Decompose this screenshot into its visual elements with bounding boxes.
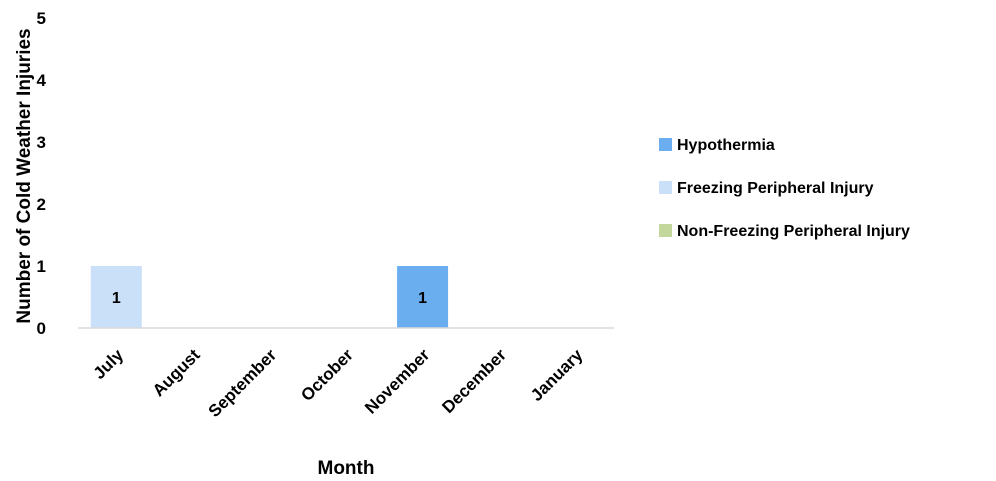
y-tick-label: 5 (37, 9, 46, 28)
y-tick-label: 3 (37, 133, 46, 152)
x-tick-label-october: October (297, 345, 357, 405)
legend-label: Hypothermia (677, 137, 775, 154)
y-axis-title: Number of Cold Weather Injuries (14, 28, 35, 323)
y-tick-label: 4 (37, 71, 47, 90)
x-tick-label-november: November (361, 345, 433, 417)
legend-swatch (659, 224, 672, 237)
x-axis-title: Month (318, 458, 375, 479)
x-axis-ticks: July August September October November Decemb… (90, 345, 587, 421)
x-tick-label-january: January (527, 345, 587, 405)
x-tick-label-august: August (149, 345, 204, 400)
legend-swatch (659, 181, 672, 194)
y-tick-label: 0 (37, 319, 46, 338)
legend: Hypothermia Freezing Peripheral Injury Non… (659, 137, 910, 240)
legend-label: Freezing Peripheral Injury (677, 180, 874, 197)
x-tick-label-july: July (90, 345, 128, 383)
y-tick-label: 1 (37, 257, 46, 276)
x-tick-label-december: December (438, 345, 510, 417)
x-tick-label-september: September (205, 345, 281, 421)
y-axis-ticks: 0 1 2 3 4 5 (37, 9, 47, 338)
data-label: 1 (112, 290, 121, 307)
y-tick-label: 2 (37, 195, 46, 214)
bar-freezing-peripheral-injury-july (90, 266, 142, 328)
data-label: 1 (418, 290, 427, 307)
legend-label: Non-Freezing Peripheral Injury (677, 223, 910, 240)
bar-hypothermia-november (397, 266, 449, 328)
legend-swatch (659, 138, 672, 151)
